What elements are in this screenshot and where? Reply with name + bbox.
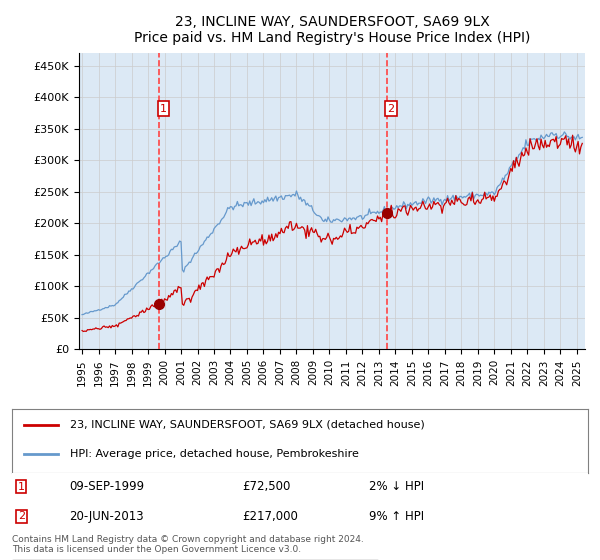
Text: 9% ↑ HPI: 9% ↑ HPI (369, 510, 424, 523)
Text: HPI: Average price, detached house, Pembrokeshire: HPI: Average price, detached house, Pemb… (70, 449, 358, 459)
Text: £72,500: £72,500 (242, 480, 291, 493)
Text: 2: 2 (388, 104, 395, 114)
Text: 09-SEP-1999: 09-SEP-1999 (70, 480, 145, 493)
Text: 1: 1 (160, 104, 167, 114)
Text: 23, INCLINE WAY, SAUNDERSFOOT, SA69 9LX (detached house): 23, INCLINE WAY, SAUNDERSFOOT, SA69 9LX … (70, 420, 424, 430)
Text: 2% ↓ HPI: 2% ↓ HPI (369, 480, 424, 493)
Text: 20-JUN-2013: 20-JUN-2013 (70, 510, 144, 523)
Text: Contains HM Land Registry data © Crown copyright and database right 2024.
This d: Contains HM Land Registry data © Crown c… (12, 535, 364, 554)
Text: 1: 1 (18, 482, 25, 492)
Title: 23, INCLINE WAY, SAUNDERSFOOT, SA69 9LX
Price paid vs. HM Land Registry's House : 23, INCLINE WAY, SAUNDERSFOOT, SA69 9LX … (134, 15, 530, 45)
Text: £217,000: £217,000 (242, 510, 298, 523)
Text: 2: 2 (18, 511, 25, 521)
